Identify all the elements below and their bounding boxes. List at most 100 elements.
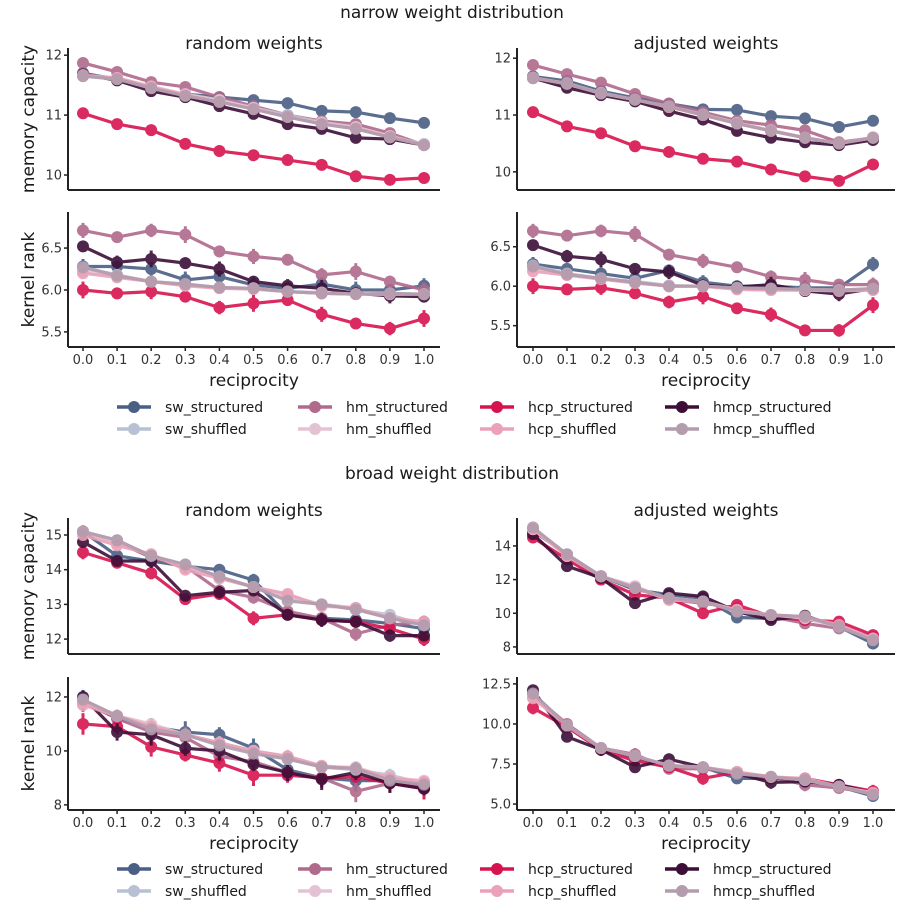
data-point-hmcp_structured [281, 766, 294, 779]
x-tick-label: 1.0 [414, 816, 435, 831]
data-point-hmcp_shuffled [765, 124, 777, 137]
data-point-hcp_structured [731, 155, 743, 168]
data-point-hmcp_shuffled [697, 109, 709, 122]
legend-label: hcp_structured [528, 400, 633, 416]
data-point-hmcp_shuffled [867, 634, 879, 647]
data-point-hmcp_structured [595, 253, 607, 266]
data-point-hmcp_structured [629, 761, 641, 774]
series-hcp_structured [77, 107, 430, 186]
legend-item-hm_structured: hm_structured [298, 400, 448, 416]
data-point-hmcp_shuffled [111, 269, 124, 282]
data-point-hmcp_shuffled [315, 761, 328, 774]
data-point-hcp_structured [561, 283, 573, 296]
legend-label: hmcp_shuffled [713, 884, 815, 900]
y-tick-label: 11 [494, 109, 511, 124]
data-point-hmcp_shuffled [799, 283, 811, 296]
legend-label: sw_structured [165, 400, 263, 416]
x-tick-label: 0.5 [693, 816, 714, 831]
data-point-hmcp_shuffled [663, 280, 675, 293]
data-point-sw_structured [281, 97, 294, 110]
y-tick-label: 15 [45, 529, 62, 544]
y-tick-label: 12.5 [482, 677, 511, 692]
data-point-hcp_structured [77, 546, 89, 559]
data-point-hm_structured [179, 228, 192, 241]
data-point-hcp_structured [765, 163, 777, 176]
series-hm_structured [77, 222, 430, 298]
data-point-hmcp_shuffled [418, 139, 430, 152]
legend-label: sw_structured [165, 862, 263, 878]
data-point-hmcp_structured [315, 773, 328, 786]
data-point-hmcp_shuffled [383, 287, 396, 300]
data-point-hmcp_shuffled [111, 73, 124, 86]
data-point-hcp_structured [383, 173, 396, 186]
data-point-hmcp_shuffled [315, 598, 328, 611]
series-hmcp_shuffled [527, 521, 879, 647]
legend-marker [491, 863, 503, 875]
legend-label: hm_structured [346, 862, 448, 878]
series-hmcp_shuffled [77, 693, 430, 791]
x-tick-label: 0.4 [659, 353, 680, 368]
data-point-hmcp_shuffled [731, 767, 743, 780]
data-point-hm_structured [77, 224, 89, 237]
data-point-hm_structured [629, 228, 641, 241]
legend-label: hmcp_structured [713, 862, 832, 878]
data-point-hcp_structured [383, 322, 396, 335]
data-point-hmcp_shuffled [561, 77, 573, 90]
legend-label: hcp_structured [528, 862, 633, 878]
y-tick-label: 6.5 [41, 242, 62, 257]
panel-title: adjusted weights [633, 501, 778, 521]
data-point-hcp_structured [77, 717, 89, 730]
data-point-hmcp_shuffled [213, 739, 226, 752]
series-hmcp_shuffled [77, 261, 430, 301]
legend-item-hm_shuffled: hm_shuffled [298, 884, 432, 900]
data-point-sw_structured [765, 110, 777, 123]
x-axis-label: reciprocity [661, 371, 751, 391]
data-point-hcp_structured [663, 145, 675, 158]
data-point-hmcp_shuffled [629, 749, 641, 762]
legend-marker [676, 863, 688, 875]
data-point-hmcp_structured [213, 263, 226, 276]
data-point-hcp_structured [247, 612, 260, 625]
data-point-hmcp_shuffled [418, 288, 430, 301]
data-point-hmcp_shuffled [281, 753, 294, 766]
data-point-sw_structured [145, 263, 158, 276]
x-tick-label: 0.9 [380, 353, 401, 368]
data-point-hmcp_structured [561, 730, 573, 743]
data-point-hmcp_shuffled [77, 261, 89, 274]
data-point-hm_structured [349, 265, 362, 278]
data-point-hmcp_shuffled [281, 594, 294, 607]
data-point-hmcp_shuffled [281, 110, 294, 123]
series-hmcp_shuffled [77, 70, 430, 152]
data-point-hcp_structured [697, 772, 709, 785]
legend-marker [676, 885, 688, 897]
x-tick-label: 0.7 [311, 353, 332, 368]
y-tick-label: 12 [494, 573, 511, 588]
data-point-hcp_structured [281, 294, 294, 307]
x-tick-label: 0.1 [107, 353, 128, 368]
legend-item-hcp_shuffled: hcp_shuffled [480, 884, 617, 900]
data-point-hmcp_structured [111, 256, 124, 269]
data-point-hcp_structured [111, 118, 124, 131]
legend-item-sw_shuffled: sw_shuffled [117, 422, 247, 438]
data-point-sw_structured [383, 112, 396, 125]
data-point-hmcp_shuffled [867, 131, 879, 144]
data-point-hcp_structured [315, 158, 328, 171]
data-point-hm_structured [663, 248, 675, 261]
data-point-hcp_structured [145, 285, 158, 298]
data-point-hcp_structured [629, 140, 641, 153]
data-point-hmcp_shuffled [629, 93, 641, 106]
panel-2: adjusted weights 10 11 12 [494, 34, 895, 191]
data-point-hmcp_structured [663, 266, 675, 278]
x-tick-label: 1.0 [863, 353, 884, 368]
x-tick-label: 0.0 [73, 353, 94, 368]
x-tick-label: 0.3 [175, 816, 196, 831]
data-point-hcp_structured [111, 287, 124, 300]
data-point-hmcp_shuffled [629, 276, 641, 289]
data-point-hmcp_shuffled [765, 770, 777, 783]
data-point-hcp_structured [697, 152, 709, 165]
data-point-hmcp_shuffled [731, 605, 743, 618]
series-hcp_structured [77, 281, 430, 336]
data-point-hcp_structured [349, 170, 362, 183]
data-point-hmcp_structured [213, 586, 226, 599]
